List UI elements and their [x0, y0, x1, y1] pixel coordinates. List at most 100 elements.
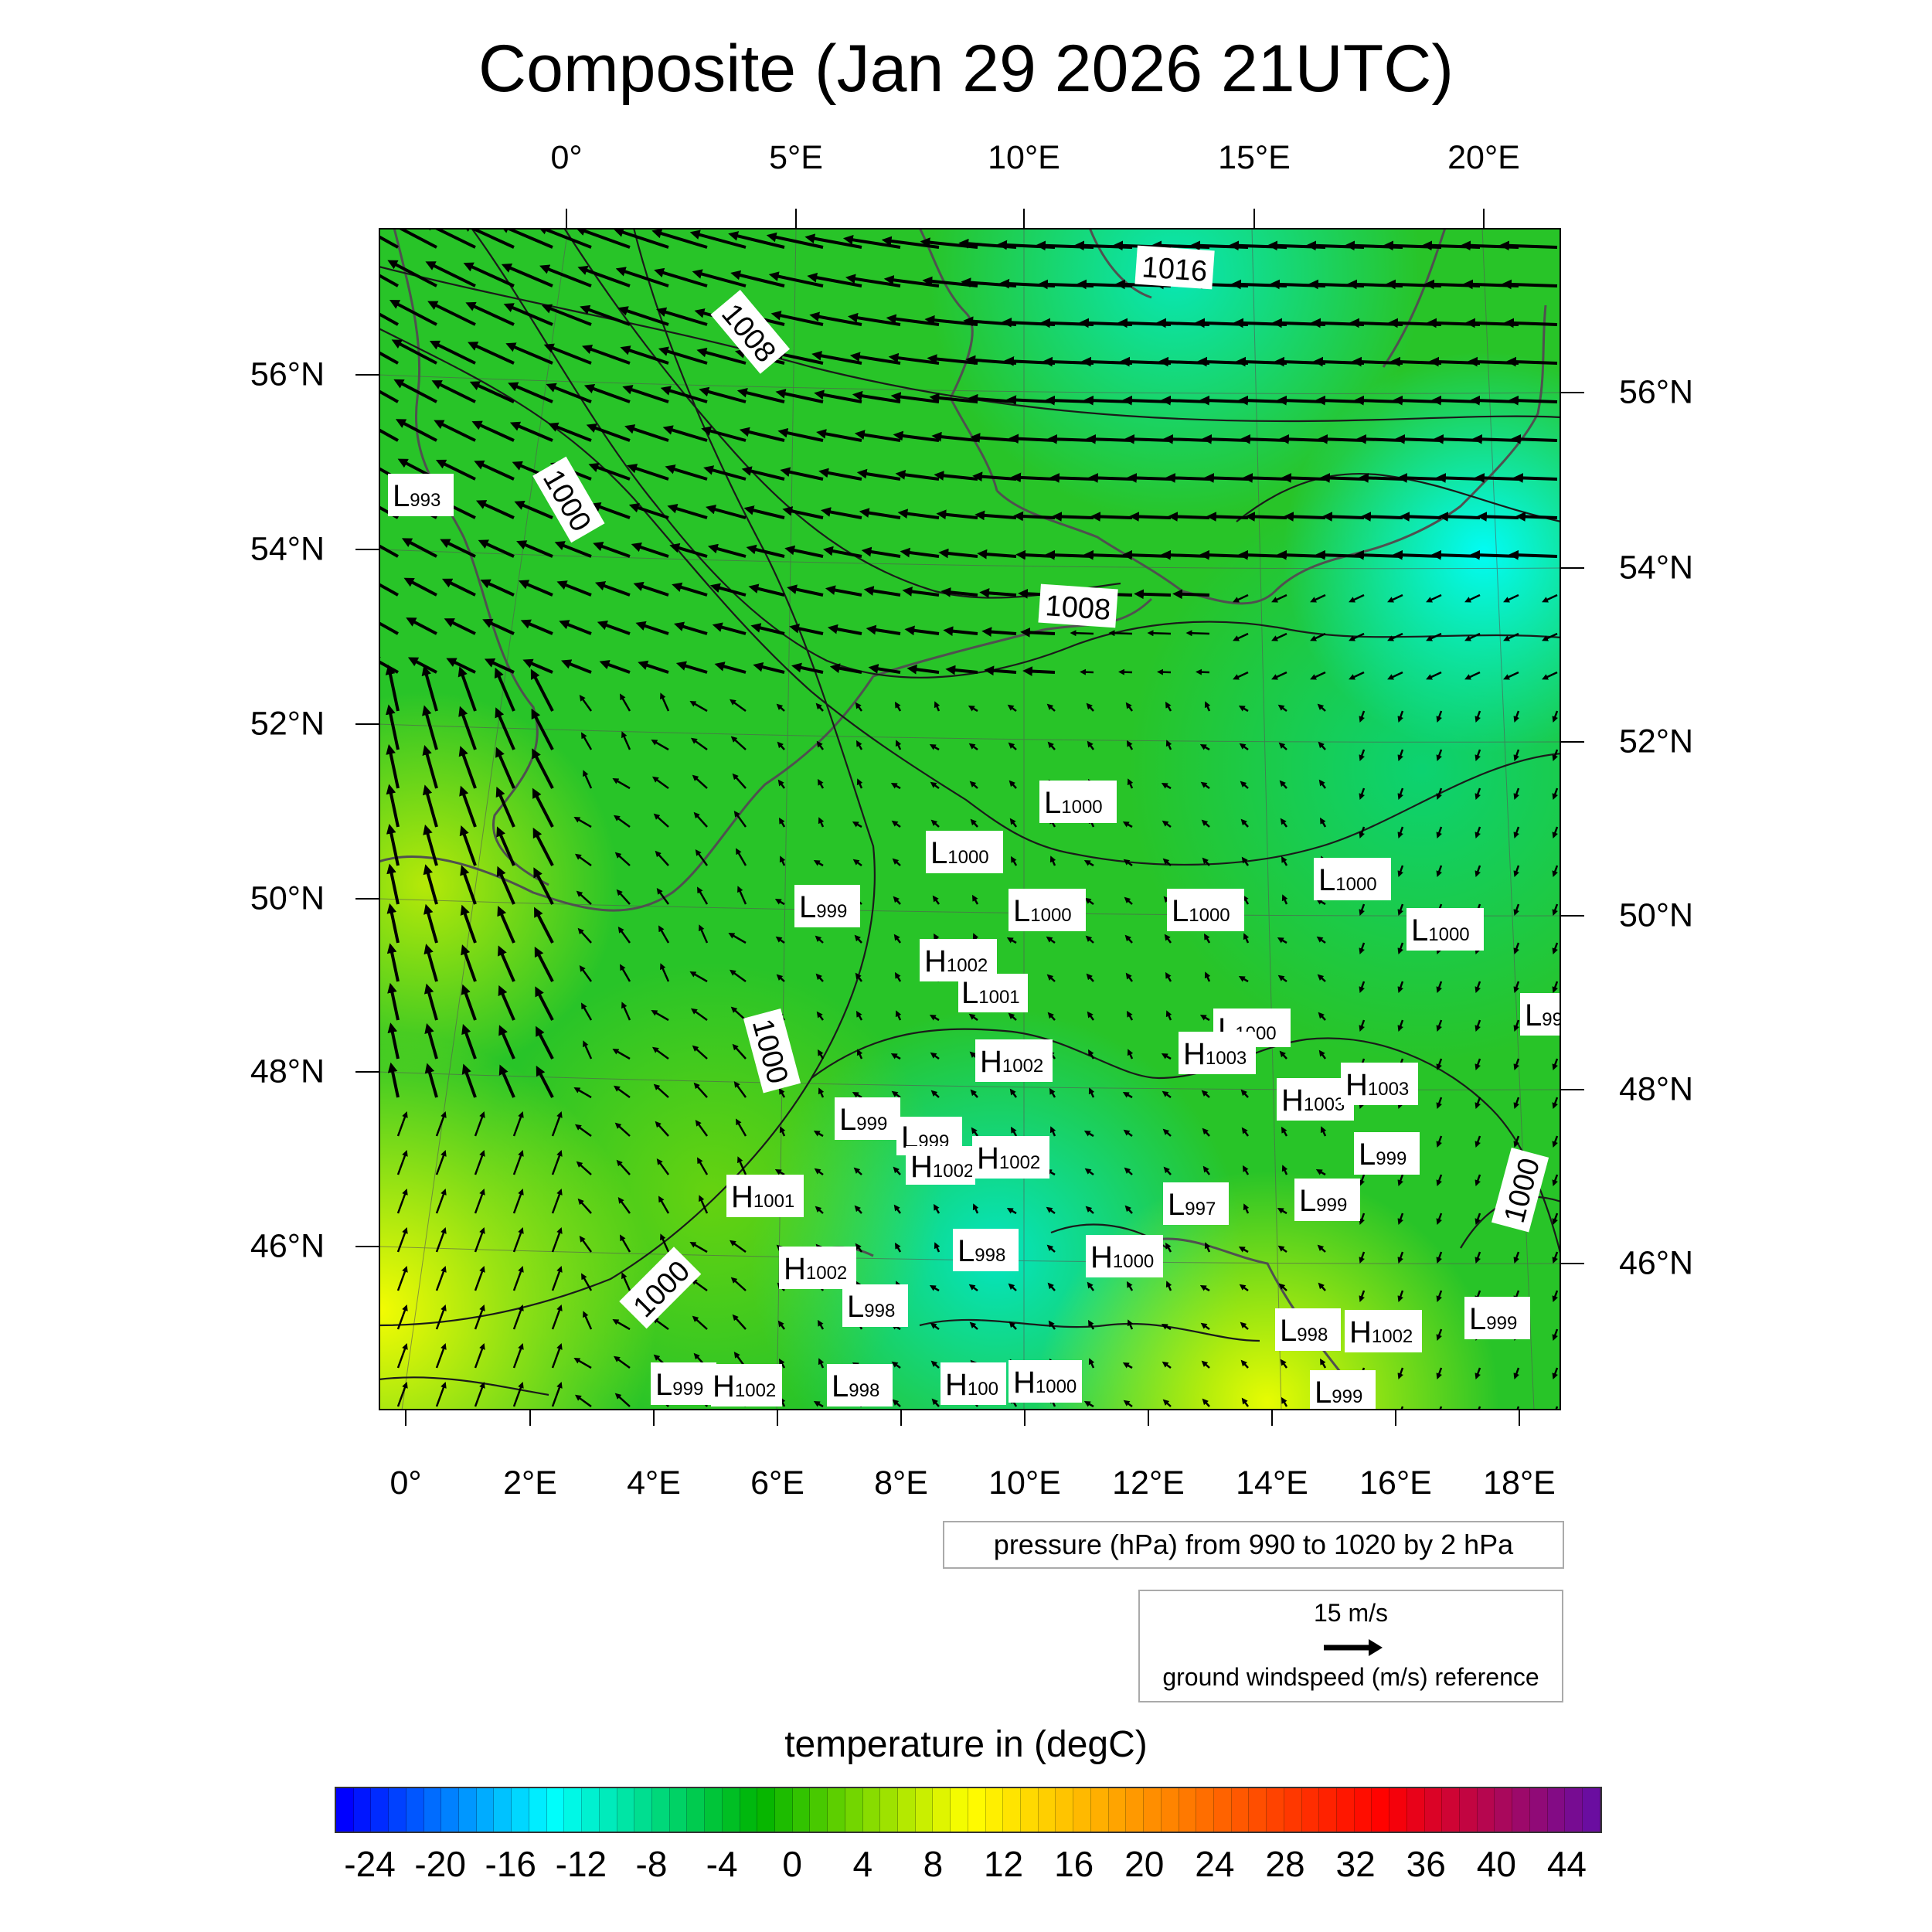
svg-text:L997: L997: [1168, 1188, 1216, 1222]
center-type: L: [1044, 786, 1061, 820]
wind-arrow: [474, 1266, 485, 1291]
wind-arrow: [855, 702, 863, 712]
wind-arrow: [614, 852, 631, 866]
wind-arrow: [1436, 1290, 1443, 1303]
wind-arrow: [424, 1023, 438, 1060]
temperature-colorbar: [335, 1787, 1602, 1833]
colorbar-tick-label: 16: [1054, 1844, 1094, 1884]
wind-arrow: [1317, 1244, 1326, 1253]
wind-arrow: [613, 1355, 631, 1369]
wind-arrow: [866, 624, 901, 635]
wind-arrow: [379, 350, 399, 365]
wind-arrow: [815, 702, 824, 712]
colorbar-segment: [1301, 1788, 1320, 1832]
wind-arrow: [620, 693, 631, 712]
wind-arrow: [852, 859, 862, 867]
wind-arrow: [461, 1063, 477, 1098]
pressure-center: L993: [388, 474, 454, 516]
wind-arrow: [1318, 434, 1365, 444]
wind-arrow: [1124, 1167, 1133, 1175]
wind-arrow: [386, 744, 400, 789]
wind-arrow: [1542, 671, 1558, 680]
wind-arrow: [385, 228, 437, 249]
wind-arrow: [753, 662, 785, 674]
wind-arrow: [631, 542, 669, 558]
wind-arrow: [1046, 974, 1056, 982]
wind-arrow: [1397, 787, 1404, 801]
svg-text:L999: L999: [799, 890, 847, 924]
wind-arrow: [1204, 933, 1211, 944]
wind-arrow: [379, 543, 399, 558]
center-value: 1002: [933, 1161, 974, 1182]
colorbar-segment: [880, 1788, 898, 1832]
wind-arrow: [890, 1053, 901, 1060]
colorbar-segment: [722, 1788, 740, 1832]
wind-arrow: [1240, 434, 1287, 444]
wind-arrow: [516, 540, 553, 558]
wind-arrow: [583, 770, 593, 789]
wind-arrow: [389, 300, 437, 326]
wind-arrow: [1233, 594, 1249, 603]
wind-arrow: [970, 818, 978, 828]
wind-arrow: [1359, 1019, 1366, 1032]
colorbar-segment: [705, 1788, 723, 1832]
wind-arrow: [813, 1131, 824, 1138]
wind-arrow: [613, 228, 669, 249]
wind-arrow: [1397, 1251, 1404, 1264]
wind-arrow: [1359, 942, 1366, 955]
pressure-center: H1001: [726, 1175, 804, 1217]
wind-arrow: [535, 986, 554, 1021]
wind-arrow: [574, 853, 592, 867]
wind-arrow: [498, 1025, 515, 1060]
wind-arrow: [551, 1150, 563, 1175]
wind-arrow: [853, 1167, 862, 1175]
colorbar-segment: [1003, 1788, 1022, 1832]
wind-arrow: [1503, 632, 1519, 641]
wind-arrow: [813, 1401, 824, 1408]
wind-arrow: [818, 1049, 825, 1060]
wind-arrow: [934, 471, 978, 481]
wind-arrow: [581, 732, 593, 750]
wind-arrow: [1475, 865, 1481, 878]
wind-arrow: [531, 708, 554, 750]
svg-text:L1001: L1001: [961, 976, 1020, 1010]
wind-arrow: [1281, 473, 1326, 483]
wind-arrow: [1049, 1087, 1056, 1098]
wind-arrow: [440, 539, 476, 558]
wind-arrow: [1397, 903, 1404, 917]
wind-arrow: [1436, 1019, 1443, 1032]
top-lon-tick: 20°E: [1447, 139, 1520, 176]
wind-arrow: [612, 1319, 631, 1331]
wind-arrow: [893, 934, 902, 944]
wind-arrow: [1281, 1396, 1288, 1407]
wind-arrow: [423, 228, 476, 249]
wind-arrow: [1281, 1165, 1288, 1175]
wind-arrow: [387, 982, 400, 1021]
wind-arrow: [1123, 1400, 1133, 1408]
center-value: 1001: [978, 987, 1019, 1008]
wind-arrow: [1513, 1097, 1520, 1110]
wind-arrow: [401, 538, 437, 558]
wind-arrow: [929, 744, 940, 751]
wind-arrow: [579, 964, 593, 982]
center-value: 999: [856, 1114, 887, 1134]
wind-arrow: [1509, 395, 1558, 406]
colorbar-segment: [985, 1788, 1004, 1832]
wind-arrow: [1009, 1321, 1017, 1330]
wind-arrow: [386, 863, 400, 905]
wind-arrow: [1241, 856, 1250, 866]
wind-arrow: [386, 943, 400, 982]
wind-arrow: [1199, 549, 1249, 560]
wind-arrow: [940, 587, 978, 597]
wind-arrow: [977, 549, 1017, 560]
pressure-center: L998: [842, 1284, 908, 1327]
wind-arrow: [395, 419, 437, 442]
wind-arrow: [1125, 972, 1134, 982]
map-panel[interactable]: 1016 1008 1000 1008 1000 1000: [379, 228, 1561, 1410]
wind-arrow: [807, 272, 862, 287]
wind-arrow: [1278, 1283, 1287, 1291]
wind-arrow: [1316, 936, 1326, 944]
wind-arrow: [660, 963, 670, 982]
wind-arrow: [900, 547, 940, 558]
wind-arrow: [743, 505, 785, 519]
